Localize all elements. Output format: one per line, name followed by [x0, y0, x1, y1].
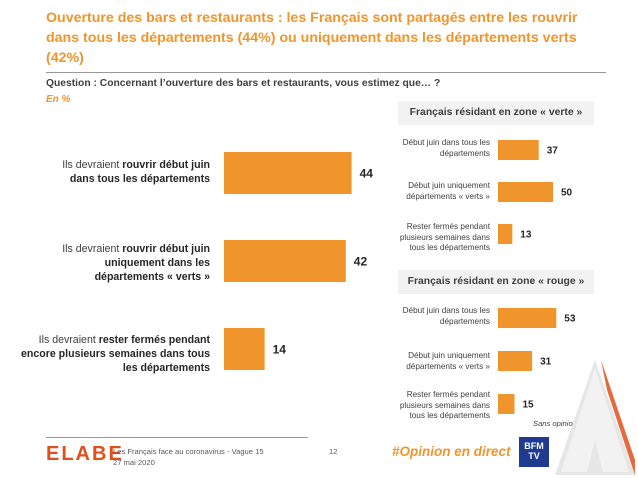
red-value-label-3: 15: [523, 400, 535, 411]
elabe-logo: ELABE: [46, 443, 124, 465]
main-bar-2: [224, 240, 346, 282]
main-bar-1: [224, 152, 352, 194]
no-opinion-note: Sans opinion 1%: [533, 419, 590, 428]
green-label-3: Rester fermés pendant plusieurs semaines…: [399, 222, 490, 252]
main-label-1-pre: Ils devraient: [62, 159, 123, 171]
green-bar-1: [498, 140, 539, 160]
green-label-2: Début juin uniquement départements « ver…: [406, 181, 490, 201]
main-category-label-3: Ils devraient rester fermés pendant enco…: [20, 333, 210, 375]
page-number: 12: [329, 447, 338, 456]
red-label-1: Début juin dans tous les départements: [402, 306, 490, 326]
red-label-3: Rester fermés pendant plusieurs semaines…: [399, 390, 490, 420]
main-label-2-pre: Ils devraient: [62, 243, 123, 255]
main-label-1-bold: rouvrir début juin dans tous les départe…: [69, 159, 210, 185]
red-bar-2: [498, 351, 533, 371]
footer-date: 27 mai 2020: [113, 458, 155, 467]
red-label-2: Début juin uniquement départements « ver…: [406, 351, 490, 371]
green-bar-3: [498, 224, 513, 244]
decorative-triangle: [555, 360, 635, 475]
green-label-1: Début juin dans tous les départements: [402, 138, 490, 158]
red-bar-1: [498, 308, 557, 328]
green-bar-2: [498, 182, 553, 202]
page-title: Ouverture des bars et restaurants : les …: [46, 10, 578, 66]
main-category-label-1: Ils devraient rouvrir début juin dans to…: [40, 158, 210, 186]
bfm-tv-logo: BFM TV: [519, 437, 549, 467]
footer-source: Les Français face au coronavirus - Vague…: [113, 447, 264, 456]
green-value-label-2: 50: [561, 188, 573, 199]
red-value-label-1: 53: [564, 314, 576, 325]
main-value-label-2: 42: [354, 254, 368, 268]
main-category-label-2: Ils devraient rouvrir début juin uniquem…: [40, 242, 210, 284]
main-value-label-3: 14: [273, 342, 287, 356]
footer-divider: [46, 437, 308, 438]
hashtag: #Opinion en direct: [392, 444, 511, 459]
red-bar-3: [498, 394, 515, 414]
green-value-label-3: 13: [520, 230, 532, 241]
main-label-3-pre: Ils devraient: [38, 334, 99, 346]
question-text: Question : Concernant l’ouverture des ba…: [46, 78, 441, 89]
main-label-3-bold: rester fermés pendant encore plusieurs s…: [21, 334, 210, 374]
main-label-2-bold: rouvrir début juin uniquement dans les d…: [94, 243, 210, 283]
red-value-label-2: 31: [540, 357, 552, 368]
red-zone-header: Français résidant en zone « rouge »: [398, 270, 594, 294]
main-bar-3: [224, 328, 265, 370]
title-divider: [46, 72, 606, 73]
main-value-label-1: 44: [360, 166, 374, 180]
green-value-label-1: 37: [547, 146, 559, 157]
unit-label: En %: [46, 94, 71, 105]
green-zone-header: Français résidant en zone « verte »: [398, 101, 594, 125]
